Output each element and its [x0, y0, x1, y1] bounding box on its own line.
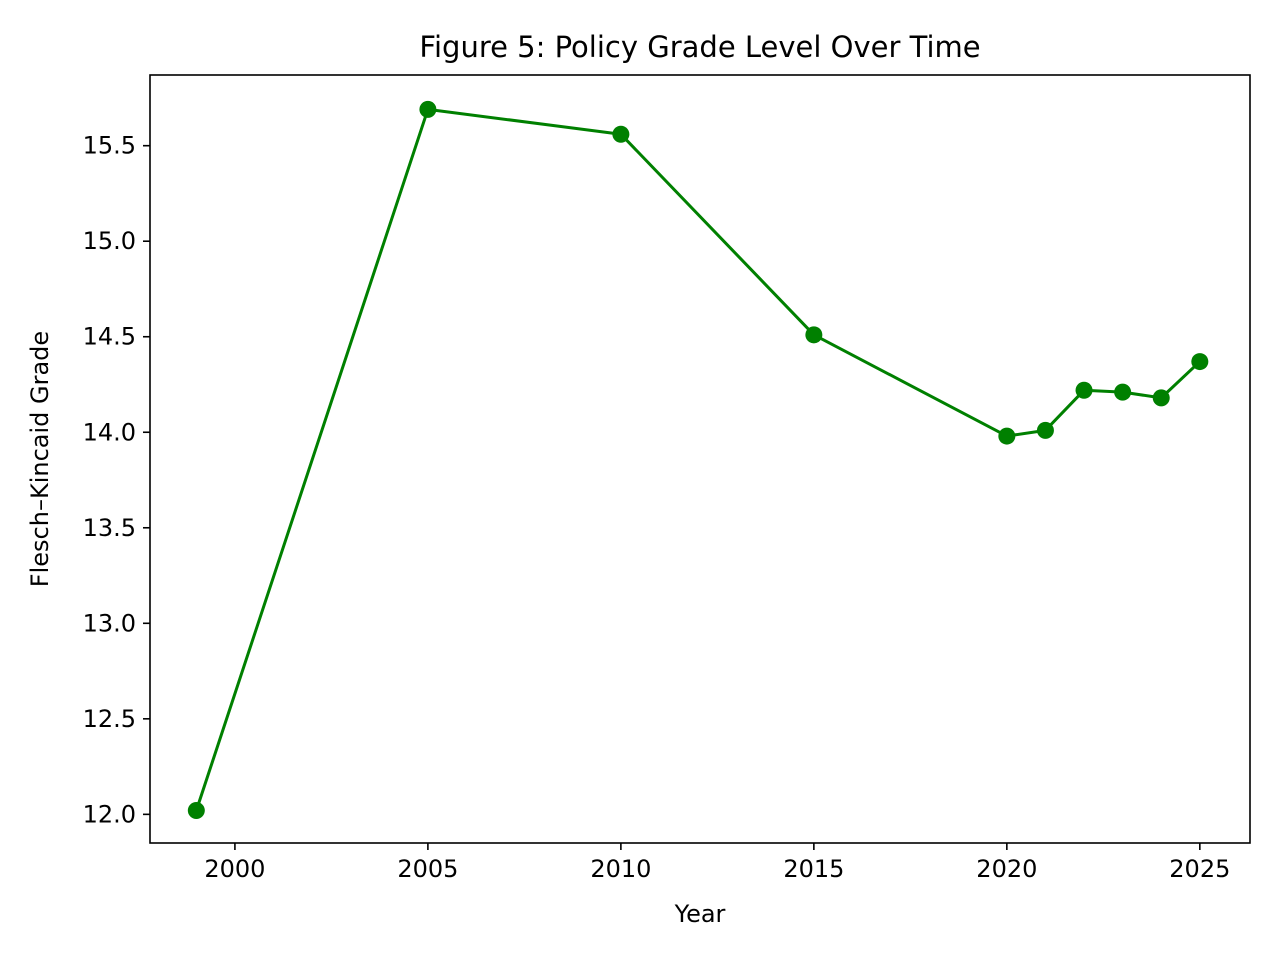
y-tick-label: 14.5	[83, 323, 136, 351]
y-tick-label: 13.0	[83, 609, 136, 637]
data-point	[805, 326, 823, 344]
x-tick-label: 2000	[204, 855, 265, 883]
data-point	[187, 802, 205, 820]
x-tick-label: 2005	[397, 855, 458, 883]
plot-frame	[149, 74, 1251, 844]
data-point	[998, 427, 1016, 445]
data-point	[1114, 383, 1132, 401]
data-point	[1036, 421, 1054, 439]
data-point	[1191, 353, 1209, 371]
data-point	[419, 100, 437, 118]
x-tick-label: 2025	[1169, 855, 1230, 883]
y-tick-label: 13.5	[83, 514, 136, 542]
x-tick-label: 2010	[590, 855, 651, 883]
x-axis-label: Year	[674, 900, 726, 928]
data-point	[1152, 389, 1170, 407]
series-line	[194, 107, 1201, 811]
y-tick-label: 15.5	[83, 132, 136, 160]
x-tick-label: 2020	[976, 855, 1037, 883]
data-point	[1075, 381, 1093, 399]
plot-area: 2000 2005 2010 2015 2020 2025 12.0 12.5 13.0 13.5…	[83, 74, 1251, 883]
y-tick-label: 15.0	[83, 227, 136, 255]
y-axis-label: Flesch–Kincaid Grade	[26, 331, 54, 587]
y-tick-label: 12.0	[83, 800, 136, 828]
y-tick-label: 12.5	[83, 705, 136, 733]
data-point	[612, 125, 630, 143]
x-tick-label: 2015	[783, 855, 844, 883]
y-tick-label: 14.0	[83, 418, 136, 446]
chart-title: Figure 5: Policy Grade Level Over Time	[419, 30, 980, 64]
